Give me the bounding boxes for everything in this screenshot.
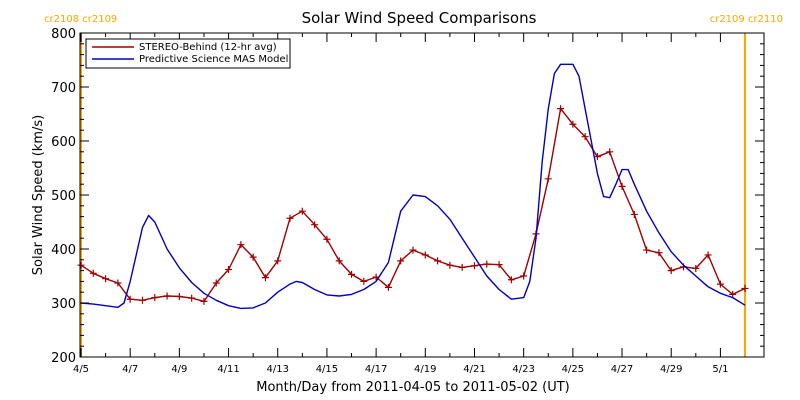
- data-point-0-29: [434, 257, 442, 265]
- y-tick-label-1: 300: [51, 297, 76, 312]
- data-point-0-7: [163, 292, 171, 300]
- data-point-0-13: [237, 241, 245, 249]
- data-point-0-0: [77, 261, 85, 269]
- data-point-0-34: [495, 261, 503, 269]
- data-point-0-4: [126, 295, 134, 303]
- data-point-0-1: [89, 269, 97, 277]
- data-point-0-53: [729, 290, 737, 298]
- x-tick-label-10: 4/25: [562, 364, 584, 375]
- data-point-0-39: [557, 105, 565, 113]
- x-tick-label-3: 4/11: [217, 364, 239, 375]
- y-axis-label: Solar Wind Speed (km/s): [31, 115, 46, 275]
- legend-box: [85, 38, 291, 69]
- x-tick-label-2: 4/9: [171, 364, 187, 375]
- data-point-0-32: [470, 262, 478, 270]
- data-point-0-31: [458, 263, 466, 271]
- x-tick-label-8: 4/21: [463, 364, 485, 375]
- data-point-0-9: [188, 294, 196, 302]
- data-point-0-10: [200, 297, 208, 305]
- data-point-0-46: [643, 246, 651, 254]
- data-point-0-16: [274, 257, 282, 265]
- y-tick-label-5: 700: [51, 81, 76, 96]
- data-point-0-33: [483, 260, 491, 268]
- x-tick-label-0: 4/5: [73, 364, 89, 375]
- data-point-0-12: [225, 266, 233, 274]
- data-point-0-47: [655, 249, 663, 257]
- data-point-0-30: [446, 261, 454, 269]
- carrington-label-right: cr2109 cr2110: [710, 14, 783, 25]
- y-tick-label-3: 500: [51, 189, 76, 204]
- y-tick-label-2: 400: [51, 243, 76, 258]
- data-point-0-51: [704, 251, 712, 259]
- data-point-0-42: [593, 153, 601, 161]
- data-point-0-8: [175, 293, 183, 301]
- data-point-0-3: [114, 279, 122, 287]
- plot-frame: [79, 32, 765, 358]
- data-point-0-36: [520, 272, 528, 280]
- x-tick-label-9: 4/23: [512, 364, 534, 375]
- data-point-0-21: [335, 257, 343, 265]
- data-point-0-35: [507, 276, 515, 284]
- data-point-0-26: [397, 257, 405, 265]
- x-tick-label-4: 4/13: [267, 364, 289, 375]
- data-point-0-14: [249, 253, 257, 261]
- legend-label-model: Predictive Science MAS Model: [139, 54, 288, 65]
- x-tick-label-11: 4/27: [611, 364, 633, 375]
- legend: STEREO-Behind (12-hr avg) Predictive Sci…: [85, 38, 291, 69]
- data-point-0-50: [692, 264, 700, 272]
- data-point-0-22: [348, 270, 356, 278]
- data-point-0-18: [298, 207, 306, 215]
- data-point-0-5: [138, 296, 146, 304]
- legend-label-stereo: STEREO-Behind (12-hr avg): [139, 42, 277, 53]
- data-point-0-43: [606, 148, 614, 156]
- y-tick-label-0: 200: [51, 351, 76, 366]
- data-point-0-38: [544, 175, 552, 183]
- data-point-0-19: [311, 221, 319, 229]
- data-point-0-6: [151, 294, 159, 302]
- chart-title: Solar Wind Speed Comparisons: [302, 9, 537, 27]
- data-point-0-27: [409, 246, 417, 254]
- data-point-0-45: [630, 210, 638, 218]
- data-point-0-48: [667, 267, 675, 275]
- x-tick-label-12: 4/29: [660, 364, 682, 375]
- data-point-0-15: [261, 274, 269, 282]
- data-point-0-23: [360, 277, 368, 285]
- data-point-0-25: [384, 283, 392, 291]
- y-tick-label-4: 600: [51, 135, 76, 150]
- x-tick-label-6: 4/17: [365, 364, 387, 375]
- data-point-0-2: [102, 275, 110, 283]
- data-point-0-41: [581, 133, 589, 141]
- data-point-0-20: [323, 235, 331, 243]
- data-point-0-40: [569, 120, 577, 128]
- data-point-0-17: [286, 214, 294, 222]
- x-axis-label: Month/Day from 2011-04-05 to 2011-05-02 …: [256, 380, 569, 395]
- data-point-0-52: [716, 280, 724, 288]
- series-line-1: [80, 63, 746, 310]
- data-point-0-54: [741, 284, 749, 292]
- data-point-0-28: [421, 251, 429, 259]
- x-tick-label-5: 4/15: [316, 364, 338, 375]
- x-tick-label-13: 5/1: [712, 364, 728, 375]
- data-point-0-44: [618, 182, 626, 190]
- series-line-0: [80, 107, 746, 303]
- x-tick-label-1: 4/7: [122, 364, 138, 375]
- data-point-0-11: [212, 279, 220, 287]
- y-tick-label-6: 800: [51, 27, 76, 42]
- carrington-label-left: cr2108 cr2109: [44, 14, 117, 25]
- x-tick-label-7: 4/19: [414, 364, 436, 375]
